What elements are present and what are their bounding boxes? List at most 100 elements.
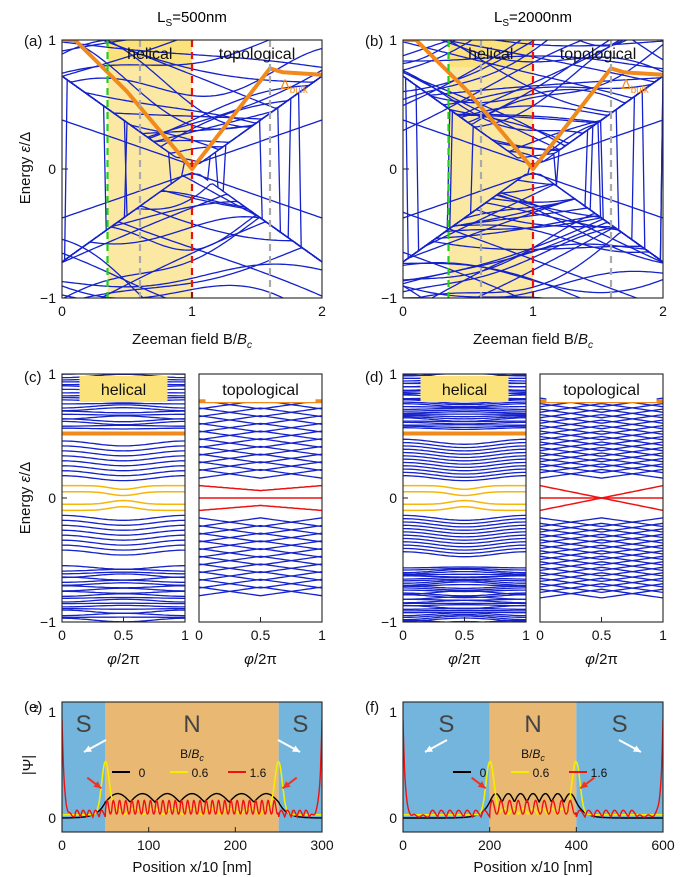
energy-level-line — [540, 577, 663, 588]
region-label-helical: helical — [127, 46, 172, 63]
energy-level-line — [199, 586, 322, 597]
energy-level-line — [403, 365, 526, 367]
energy-level-line — [62, 475, 185, 482]
energy-level-line — [403, 604, 526, 607]
energy-level-line — [199, 445, 322, 456]
x-tick-label: 0.5 — [251, 627, 271, 643]
energy-level-line — [199, 571, 322, 581]
energy-level-line — [62, 582, 185, 586]
bulk-gap-label: Δbulk — [280, 76, 307, 96]
y-axis-title-e-exp: 2 — [33, 704, 39, 715]
energy-level-line — [199, 547, 322, 558]
energy-level-line — [403, 612, 526, 617]
energy-level-line — [62, 427, 185, 430]
legend-title: B/Bc — [180, 747, 204, 763]
energy-level-line — [403, 570, 526, 575]
x-tick-label: 0 — [536, 627, 544, 643]
energy-level-line — [403, 607, 526, 610]
subpanel-label-box — [79, 376, 168, 402]
energy-level-line — [62, 455, 185, 462]
energy-level-line — [62, 598, 185, 603]
subgap-level — [403, 499, 526, 505]
x-tick-label: 0 — [195, 627, 203, 643]
energy-level-line — [62, 252, 168, 298]
energy-level-line — [403, 594, 526, 599]
y-tick-label: 0 — [389, 810, 397, 826]
energy-level-line — [540, 577, 663, 588]
energy-level-line — [540, 419, 663, 430]
energy-level-line — [403, 262, 582, 298]
energy-level-line — [540, 528, 663, 539]
x-tick-label: 1 — [659, 627, 667, 643]
energy-level-line — [403, 40, 474, 71]
y-tick-label: 0 — [389, 490, 397, 506]
energy-level-line — [403, 521, 526, 528]
x-tick-label: 1 — [522, 627, 530, 643]
subgap-level — [62, 491, 185, 497]
energy-level-line — [199, 524, 322, 535]
energy-level-line — [540, 468, 663, 479]
edge-arrow-right-head — [292, 745, 300, 752]
phase-levels-topological — [199, 399, 322, 597]
energy-level-line — [540, 435, 663, 446]
energy-level-line — [62, 263, 322, 288]
y-tick-label: 0 — [48, 490, 56, 506]
energy-level-line — [403, 596, 526, 600]
x-tick-label: 1 — [529, 303, 537, 319]
energy-level-line — [540, 522, 663, 533]
energy-level-line — [403, 566, 526, 569]
energy-level-line — [62, 424, 185, 427]
energy-level-line — [62, 585, 185, 589]
subgap-level — [199, 484, 322, 492]
energy-level-line — [403, 592, 526, 597]
energy-level-line — [540, 561, 663, 572]
region-label-S: S — [76, 711, 92, 738]
energy-level-line — [540, 539, 663, 550]
energy-level-line — [403, 527, 526, 535]
wavefunction-b0 — [62, 792, 322, 819]
energy-level-line — [199, 540, 322, 551]
energy-level-line — [62, 284, 285, 298]
energy-level-line — [403, 364, 526, 365]
x-tick-label: 1 — [318, 627, 326, 643]
energy-level-line — [199, 430, 322, 441]
subgap-level — [62, 484, 185, 491]
energy-level-line — [403, 40, 585, 132]
panel-label: (f) — [365, 699, 379, 716]
energy-level-line — [62, 370, 185, 372]
y-axis-title-e: |Ψ| — [20, 755, 37, 775]
energy-level-line — [540, 424, 663, 435]
energy-level-line — [403, 465, 526, 472]
x-axis-title-a: Zeeman field B/Bc — [132, 331, 252, 351]
energy-level-line — [62, 519, 185, 526]
energy-level-line — [403, 374, 526, 375]
energy-level-line — [199, 430, 322, 441]
y-tick-label: 1 — [389, 32, 397, 48]
bulk-gap-label: Δbulk — [621, 76, 648, 96]
energy-level-line — [199, 438, 322, 449]
energy-level-line — [540, 544, 663, 555]
energy-level-line — [540, 555, 663, 566]
legend-entry-0: 0 — [139, 766, 146, 780]
x-axis-title: Position x/10 [nm] — [132, 859, 251, 876]
energy-level-line — [62, 40, 322, 52]
x-tick-label: 0 — [399, 627, 407, 643]
wavefunctions — [62, 719, 322, 819]
energy-level-line — [540, 402, 663, 413]
x-tick-label: 0.5 — [592, 627, 612, 643]
y-tick-label: 0 — [389, 161, 397, 177]
energy-level-line — [540, 430, 663, 441]
energy-level-line — [62, 445, 185, 452]
energy-level-line — [62, 544, 185, 551]
energy-level-line — [62, 514, 185, 521]
energy-level-line — [540, 533, 663, 544]
energy-level-line — [540, 550, 663, 561]
x-tick-label: 0.5 — [114, 627, 134, 643]
energy-level-line — [199, 461, 322, 472]
energy-level-line — [62, 465, 185, 472]
energy-level-line — [199, 571, 322, 581]
energy-level-line — [403, 544, 526, 551]
energy-level-line — [199, 586, 322, 597]
energy-level-line — [540, 528, 663, 539]
energy-level-line — [540, 452, 663, 463]
